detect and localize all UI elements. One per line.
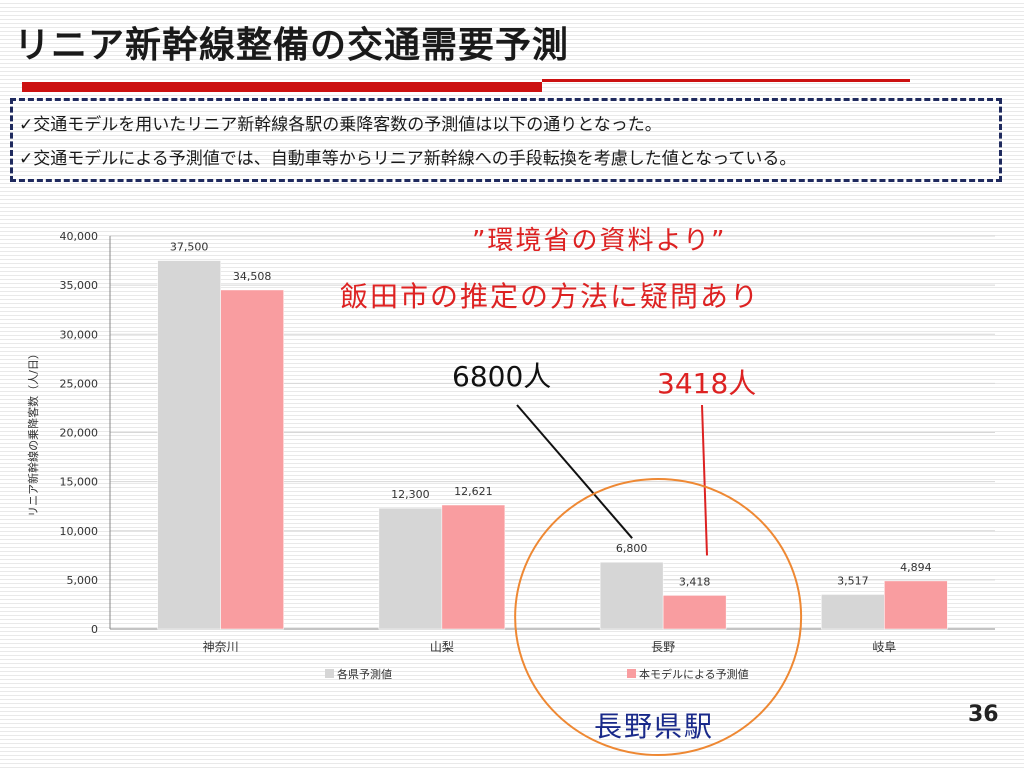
callout-pointer-prefecture	[516, 404, 633, 539]
x-tick-label: 長野	[651, 640, 675, 654]
callout-model-value: 3418人	[657, 367, 757, 400]
bar	[884, 580, 948, 630]
bar	[599, 561, 664, 630]
source-annotation: ”環境省の資料より”	[472, 226, 727, 256]
legend-label: 各県予測値	[337, 667, 392, 681]
y-tick-label: 25,000	[60, 377, 99, 390]
y-axis-label: リニア新幹線の乗降客数（人/日）	[26, 348, 40, 517]
y-tick-label: 20,000	[60, 427, 99, 440]
y-tick-label: 35,000	[60, 279, 99, 292]
title-underline-thin	[542, 79, 910, 82]
data-label: 3,418	[679, 575, 711, 588]
bar	[821, 594, 885, 630]
x-tick-label: 岐阜	[872, 640, 896, 654]
data-label: 12,300	[391, 488, 430, 501]
callout-prefecture-value: 6800人	[452, 360, 552, 393]
summary-box: ✓交通モデルを用いたリニア新幹線各駅の乗降客数の予測値は以下の通りとなった。 ✓…	[10, 98, 1002, 182]
page-number: 36	[968, 702, 999, 727]
y-tick-label: 10,000	[60, 525, 99, 538]
y-tick-label: 30,000	[60, 328, 99, 341]
data-label: 37,500	[170, 241, 209, 254]
title-underline-thick	[22, 82, 542, 92]
summary-bullet-1: ✓交通モデルを用いたリニア新幹線各駅の乗降客数の予測値は以下の通りとなった。	[19, 115, 662, 135]
station-annotation: 長野県駅	[594, 710, 715, 743]
data-label: 34,508	[233, 270, 272, 283]
highlight-circle	[514, 478, 803, 756]
summary-bullet-2: ✓交通モデルによる予測値では、自動車等からリニア新幹線への手段転換を考慮した値と…	[19, 149, 797, 169]
data-label: 6,800	[616, 542, 648, 555]
legend-swatch	[325, 669, 334, 678]
x-tick-label: 山梨	[430, 640, 454, 654]
data-label: 12,621	[454, 485, 493, 498]
bar	[662, 595, 727, 630]
y-tick-label: 15,000	[60, 476, 99, 489]
y-tick-label: 5,000	[67, 574, 99, 587]
legend-swatch	[627, 669, 636, 678]
bar	[441, 504, 506, 630]
y-tick-label: 0	[91, 623, 98, 636]
y-tick-label: 40,000	[60, 230, 99, 243]
bar	[157, 260, 221, 630]
doubt-annotation: 飯田市の推定の方法に疑問あり	[340, 280, 761, 313]
legend-label: 本モデルによる予測値	[639, 667, 749, 681]
callout-pointer-model	[701, 404, 708, 556]
data-label: 4,894	[900, 561, 932, 574]
data-label: 3,517	[837, 574, 869, 587]
slide-title: リニア新幹線整備の交通需要予測	[14, 25, 570, 66]
bar	[378, 507, 443, 630]
bar	[220, 289, 284, 630]
x-tick-label: 神奈川	[203, 640, 239, 654]
